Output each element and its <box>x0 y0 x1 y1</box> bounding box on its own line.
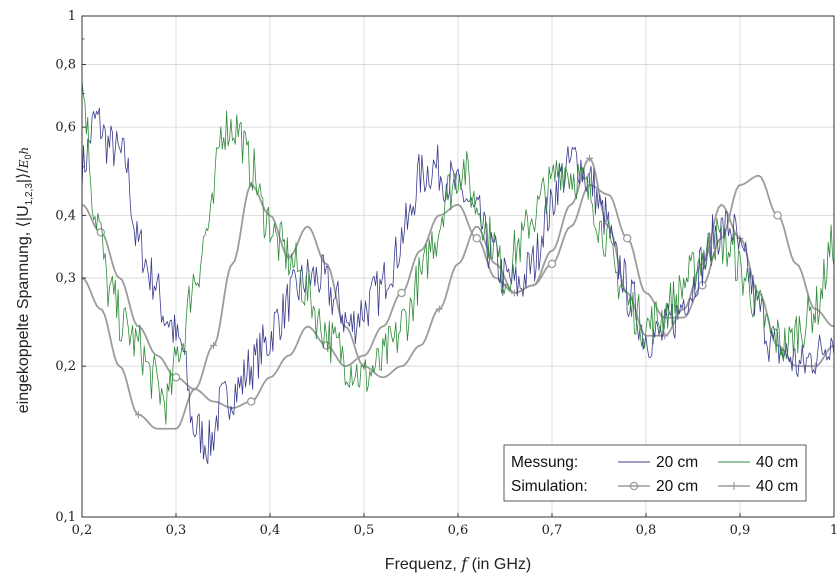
data-point <box>210 341 218 349</box>
y-tick-label: 0,2 <box>55 359 76 374</box>
grid <box>81 15 835 518</box>
legend-label-measured-20: 20 cm <box>656 454 698 471</box>
data-point <box>586 154 594 162</box>
data-point <box>547 259 557 269</box>
x-tick-label: 0,7 <box>542 523 563 538</box>
y-tick-label: 0,1 <box>55 510 76 525</box>
legend-label-simulated-40: 40 cm <box>756 478 798 495</box>
x-tick-label: 0,3 <box>166 523 187 538</box>
y-tick-label: 0,6 <box>55 120 76 135</box>
data-point <box>435 305 443 313</box>
x-tick-label: 1 <box>830 523 838 538</box>
series-simulation-20-cm <box>82 174 834 409</box>
y-tick-label: 0,4 <box>55 208 76 223</box>
y-tick-label: 0,8 <box>55 58 76 73</box>
data-point <box>96 228 106 237</box>
x-axis: 0,2 0,3 0,4 0,5 0,6 0,7 0,8 0,9 1 <box>72 513 838 538</box>
series-line <box>82 157 834 430</box>
x-tick-label: 0,5 <box>354 523 375 538</box>
data-point <box>134 411 142 419</box>
data-point <box>811 362 819 370</box>
legend-label-simulated-20: 20 cm <box>656 478 698 495</box>
series-line <box>82 81 834 425</box>
data-point <box>171 373 181 382</box>
series-messung-40-cm <box>82 81 834 425</box>
series-line <box>82 107 834 465</box>
data-point <box>472 234 482 243</box>
data-point <box>510 289 518 297</box>
data-point <box>773 211 782 220</box>
data-point <box>622 234 632 243</box>
legend-marker-circle <box>629 481 639 491</box>
x-tick-label: 0,8 <box>636 523 657 538</box>
x-tick-label: 0,2 <box>72 523 93 538</box>
x-tick-label: 0,4 <box>260 523 281 538</box>
data-point <box>246 397 256 406</box>
series-messung-20-cm <box>82 107 834 465</box>
legend-marker-plus <box>730 482 738 490</box>
x-tick-label: 0,6 <box>448 523 469 538</box>
legend-row-measured: Messung: <box>511 454 578 471</box>
series-layer <box>82 81 834 465</box>
legend-box <box>503 444 807 502</box>
legend-label-measured-40: 40 cm <box>756 454 798 471</box>
legend-row-simulated: Simulation: <box>511 478 588 495</box>
legend: Messung: Simulation: 20 cm 40 cm 20 cm 4… <box>503 444 807 502</box>
y-tick-label: 1 <box>68 9 76 24</box>
data-point <box>397 288 406 298</box>
series-line <box>82 174 834 409</box>
x-tick-label: 0,9 <box>730 523 751 538</box>
y-tick-label: 0,3 <box>55 271 76 286</box>
y-axis-title: eingekoppelte Spannung, ⟨|U1,2,3|⟩/E0h <box>15 147 35 414</box>
x-axis-title: Frequenz, f (in GHz) <box>385 554 531 573</box>
y-axis: 0,1 0,2 0,3 0,4 0,6 0,8 1 <box>55 9 86 525</box>
